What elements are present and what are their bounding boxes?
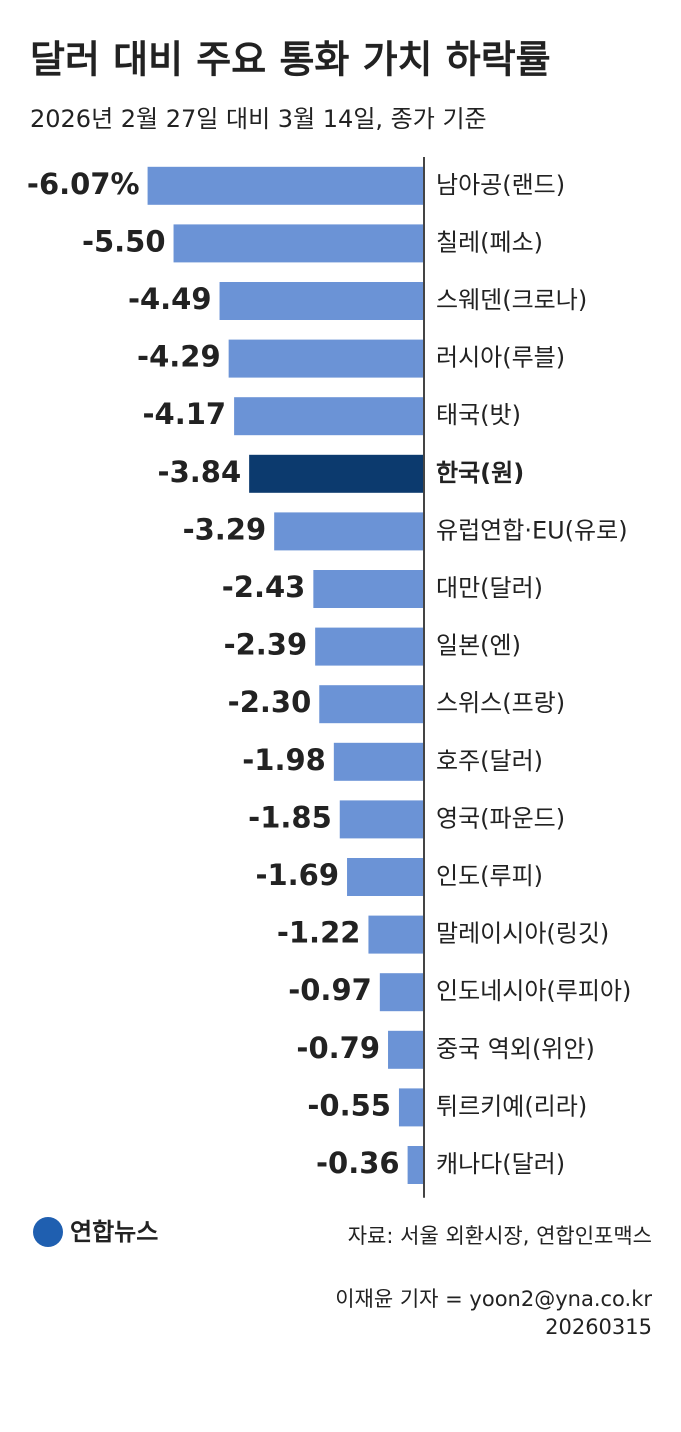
bar	[228, 339, 424, 378]
category-label: 튀르키예(리라)	[436, 1092, 587, 1120]
category-label: 스위스(프랑)	[436, 689, 565, 717]
bar	[339, 800, 424, 839]
bar	[398, 1088, 424, 1127]
value-label: -0.55	[307, 1088, 391, 1122]
bar	[234, 397, 424, 436]
bar	[173, 224, 424, 263]
category-label: 인도(루피)	[436, 862, 543, 890]
category-label: 대만(달러)	[436, 574, 543, 602]
value-label: -4.29	[137, 340, 221, 374]
category-label: 중국 역외(위안)	[436, 1035, 595, 1063]
value-label: -0.79	[296, 1031, 380, 1065]
logo-icon	[33, 1217, 63, 1247]
bar	[147, 166, 424, 205]
value-label: -5.50	[82, 224, 166, 258]
value-label: -4.17	[143, 397, 227, 431]
category-label: 영국(파운드)	[436, 804, 565, 832]
bar	[249, 454, 424, 493]
bar	[274, 512, 424, 551]
value-label: -1.22	[277, 916, 361, 950]
chart-title: 달러 대비 주요 통화 가치 하락률	[30, 38, 551, 82]
value-label: -2.30	[228, 685, 312, 719]
value-label: -2.39	[224, 628, 308, 662]
value-label: -1.69	[255, 858, 339, 892]
value-label: -0.36	[316, 1146, 400, 1180]
bar	[313, 570, 424, 608]
category-label: 러시아(루블)	[436, 344, 565, 372]
category-label: 유럽연합·EU(유로)	[436, 516, 628, 544]
category-label: 캐나다(달러)	[436, 1150, 565, 1178]
category-label: 말레이시아(링깃)	[436, 920, 609, 948]
category-label: 칠레(페소)	[436, 228, 543, 256]
value-label: -2.43	[222, 570, 306, 604]
credit: 이재윤 기자 = yoon2@yna.co.kr	[335, 1287, 652, 1311]
category-label: 태국(밧)	[436, 401, 521, 429]
value-label: -1.98	[242, 743, 326, 777]
category-label: 한국(원)	[436, 459, 524, 487]
value-label: -4.49	[128, 282, 212, 316]
bar	[219, 282, 424, 320]
date: 20260315	[545, 1315, 652, 1339]
category-label: 인도네시아(루피아)	[436, 977, 631, 1005]
bar	[319, 685, 424, 724]
source: 자료: 서울 외환시장, 연합인포맥스	[348, 1224, 652, 1248]
bar	[379, 973, 424, 1012]
chart-subtitle: 2026년 2월 27일 대비 3월 14일, 종가 기준	[30, 105, 487, 133]
category-label: 남아공(랜드)	[436, 171, 565, 199]
value-label: -3.29	[183, 512, 267, 546]
value-label: -6.07%	[27, 167, 140, 201]
logo-text: 연합뉴스	[70, 1218, 158, 1246]
bar	[368, 915, 424, 954]
logo: 연합뉴스	[33, 1217, 158, 1247]
value-label: -3.84	[158, 455, 242, 489]
category-label: 호주(달러)	[436, 747, 543, 775]
bar	[315, 627, 424, 666]
value-label: -0.97	[288, 973, 372, 1007]
category-label: 일본(엔)	[436, 632, 521, 660]
bar	[333, 742, 424, 781]
bar	[407, 1146, 424, 1184]
value-label: -1.85	[248, 800, 332, 834]
category-label: 스웨덴(크로나)	[436, 286, 587, 314]
bar	[347, 858, 424, 896]
bar	[388, 1030, 424, 1069]
